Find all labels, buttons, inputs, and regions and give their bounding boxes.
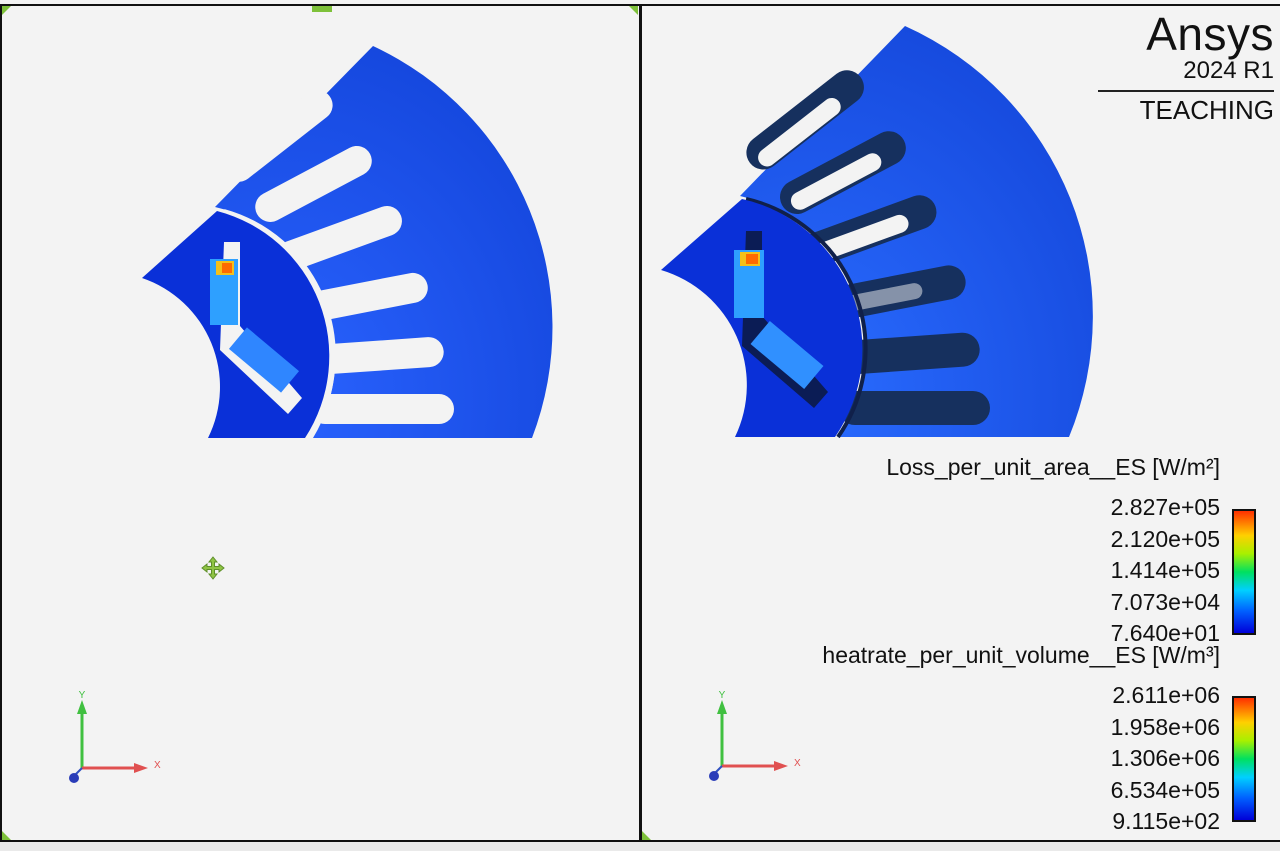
top-center-marker-icon bbox=[312, 6, 332, 12]
corner-triangle-icon bbox=[2, 6, 11, 15]
legend-area-label: 7.073e+04 bbox=[1110, 589, 1220, 615]
axis-x-label: X bbox=[154, 760, 161, 771]
legend-area-label: 1.414e+05 bbox=[1110, 557, 1220, 583]
stator-sector bbox=[740, 26, 1093, 437]
legend-volume-label: 9.115e+02 bbox=[1112, 808, 1220, 834]
bottom-status-strip bbox=[0, 842, 1280, 851]
ansys-brand: Ansys 2024 R1 TEACHING bbox=[1098, 10, 1274, 124]
air-gap bbox=[223, 209, 336, 440]
air-gap bbox=[745, 197, 868, 439]
corner-triangle-icon bbox=[642, 831, 651, 840]
legend-volume-colorbar bbox=[1232, 696, 1256, 822]
magnet-2 bbox=[228, 327, 300, 393]
corner-triangle-icon bbox=[629, 6, 638, 15]
legend-area-label: 2.827e+05 bbox=[1110, 494, 1220, 520]
legend-volume-label: 2.611e+06 bbox=[1112, 682, 1220, 708]
axis-y-label: Y bbox=[719, 690, 726, 701]
legend-area-label: 2.120e+05 bbox=[1110, 526, 1220, 552]
brand-edition: TEACHING bbox=[1139, 95, 1274, 125]
axis-x-label: X bbox=[794, 758, 801, 769]
corner-triangle-icon bbox=[2, 831, 11, 840]
rotor-pocket bbox=[742, 231, 828, 408]
brand-version: 2024 R1 bbox=[1183, 57, 1274, 84]
legend-volume-label: 1.306e+06 bbox=[1110, 745, 1220, 771]
legend-area-label: 7.640e+01 bbox=[1110, 620, 1220, 646]
left-geometry-view: Y X bbox=[2, 6, 638, 840]
stator-sector bbox=[215, 46, 553, 438]
legend-area-labels: 2.827e+05 2.120e+05 1.414e+05 7.073e+04 … bbox=[1060, 494, 1220, 646]
coordinate-triad-left: Y X bbox=[69, 690, 161, 783]
legend-area-colorbar bbox=[1232, 509, 1256, 635]
magnet-2 bbox=[750, 321, 824, 389]
coordinate-triad-right: Y X bbox=[709, 690, 801, 781]
brand-divider bbox=[1098, 90, 1274, 92]
legend-volume-title: heatrate_per_unit_volume__ES [W/m³] bbox=[822, 642, 1220, 668]
brand-name: Ansys bbox=[1146, 8, 1274, 60]
legend-volume-label: 6.534e+05 bbox=[1110, 777, 1220, 803]
legend-volume-label: 1.958e+06 bbox=[1110, 714, 1220, 740]
right-viewport[interactable]: Y X Ansys 2024 R1 TEACHING Loss_per_unit… bbox=[640, 4, 1280, 842]
axis-y-label: Y bbox=[79, 690, 86, 701]
legend-volume-labels: 2.611e+06 1.958e+06 1.306e+06 6.534e+05 … bbox=[1060, 682, 1220, 834]
right-result-view: Y X bbox=[642, 26, 1093, 840]
legend-area-title: Loss_per_unit_area__ES [W/m²] bbox=[886, 454, 1220, 480]
left-viewport[interactable]: Y X bbox=[0, 4, 641, 842]
move-arrows-icon bbox=[201, 556, 225, 580]
